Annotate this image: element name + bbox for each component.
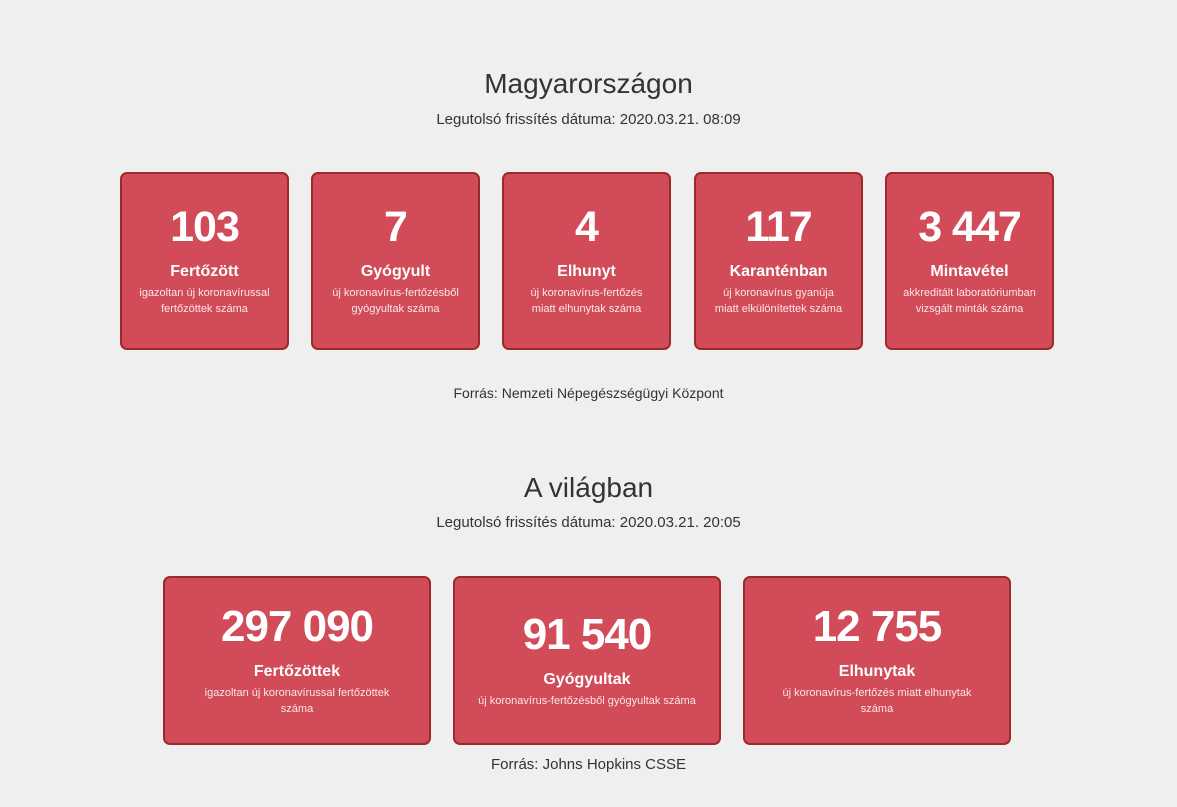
stat-card-infected: 103 Fertőzött igazoltan új koronavírussa…	[120, 172, 289, 350]
stat-value: 117	[745, 202, 812, 251]
world-card-recovered: 91 540 Gyógyultak új koronavírus-fertőzé…	[453, 576, 721, 745]
world-card-deceased: 12 755 Elhunytak új koronavírus-fertőzés…	[743, 576, 1011, 745]
stat-label: Fertőzött	[170, 262, 239, 280]
stat-label: Mintavétel	[930, 262, 1009, 280]
stat-value: 7	[384, 202, 408, 251]
stat-label: Elhunytak	[838, 662, 916, 680]
stat-label: Gyógyult	[360, 262, 431, 280]
stat-label: Fertőzöttek	[253, 662, 341, 680]
world-source: Forrás: Johns Hopkins CSSE	[490, 756, 687, 773]
stat-label: Elhunyt	[557, 262, 616, 280]
stat-description: igazoltan új koronavírussal fertőzöttek …	[139, 286, 270, 315]
stat-card-recovered: 7 Gyógyult új koronavírus-fertőzésből gy…	[311, 172, 480, 350]
stat-description: új koronavírus-fertőzés miatt elhunytak …	[782, 686, 972, 715]
hungary-title: Magyarországon	[484, 68, 693, 99]
stat-description: új koronavírus-fertőzésből gyógyultak sz…	[478, 694, 696, 707]
world-card-infected: 297 090 Fertőzöttek igazoltan új koronav…	[163, 576, 431, 745]
hungary-source: Forrás: Nemzeti Népegészségügyi Központ	[453, 385, 724, 401]
stat-description: akkreditált laboratóriumban vizsgált min…	[903, 286, 1036, 315]
stat-description: új koronavírus-fertőzés miatt elhunytak …	[530, 286, 643, 315]
stat-card-samples: 3 447 Mintavétel akkreditált laboratóriu…	[885, 172, 1054, 350]
stat-label: Karanténban	[729, 262, 828, 280]
stat-value: 3 447	[918, 202, 1022, 251]
world-title: A világban	[523, 472, 654, 503]
stat-card-deceased: 4 Elhunyt új koronavírus-fertőzés miatt …	[502, 172, 671, 350]
stat-description: új koronavírus gyanúja miatt elkülönítet…	[714, 286, 843, 315]
stat-card-quarantine: 117 Karanténban új koronavírus gyanúja m…	[694, 172, 863, 350]
stat-value: 12 755	[812, 601, 943, 651]
stat-value: 91 540	[522, 609, 653, 659]
hungary-updated: Legutolsó frissítés dátuma: 2020.03.21. …	[436, 111, 741, 128]
stat-value: 297 090	[220, 601, 374, 651]
world-updated: Legutolsó frissítés dátuma: 2020.03.21. …	[436, 514, 741, 531]
stat-label: Gyógyultak	[543, 670, 631, 688]
stat-description: igazoltan új koronavírussal fertőzöttek …	[204, 686, 390, 715]
stat-value: 4	[575, 202, 599, 251]
stat-description: új koronavírus-fertőzésből gyógyultak sz…	[332, 286, 459, 315]
stat-value: 103	[170, 202, 240, 251]
